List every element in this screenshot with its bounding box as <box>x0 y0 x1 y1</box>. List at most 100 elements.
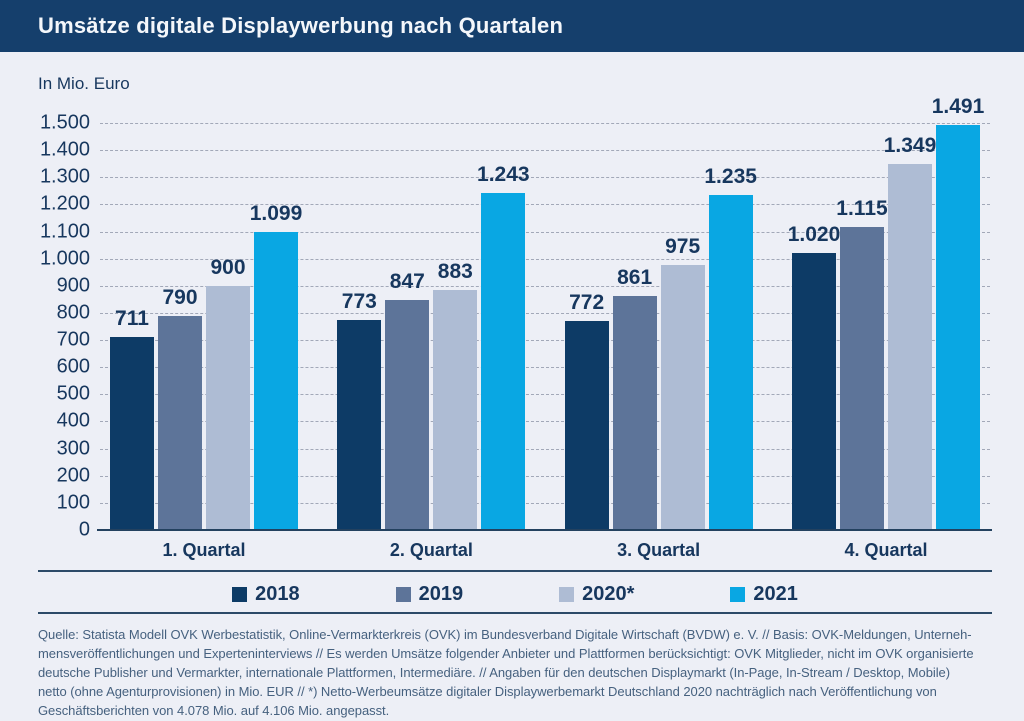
bar-group-4: 1.020 1.115 1.349 1.491 <box>788 95 984 530</box>
source-footnote-line: mensveröffentlichungen und Experteninter… <box>38 646 974 661</box>
bar-cell-2021-2. Quartal: 1.243 <box>477 123 530 530</box>
y-tick-label: 1.000 <box>39 247 90 270</box>
y-tick-label: 0 <box>78 518 90 541</box>
legend-swatch-2019 <box>395 586 411 602</box>
bar-value-label: 975 <box>665 235 701 259</box>
gridline-200 <box>100 475 990 477</box>
x-label-quartal-4: 4. Quartal <box>844 540 928 560</box>
bar-value-label: 1.349 <box>883 133 937 157</box>
legend-swatch-2021 <box>730 586 746 602</box>
bar-value-label: 1.243 <box>477 162 530 186</box>
bar-group-2: 773 847 883 1.243 <box>337 123 530 530</box>
x-label-quartal-2: 2. Quartal <box>389 540 473 560</box>
bar-value-label: 1.491 <box>931 95 985 119</box>
source-footnote-line: Geschäftsberichten von 4.078 Mio. auf 4.… <box>38 703 390 718</box>
bar-series-container: 711 790 900 1.099 773 847 883 1.243 772 861 975 1.2… <box>100 95 990 530</box>
bar-2018 <box>564 320 609 530</box>
bar-value-label: 1.020 <box>787 223 841 247</box>
y-tick-label: 100 <box>56 491 90 514</box>
y-tick-label: 300 <box>56 437 90 460</box>
source-footnote-line: deutsche Publisher und Vermarkter, inter… <box>38 665 951 680</box>
bar-value-label: 883 <box>437 260 473 284</box>
gridline-1.000 <box>100 258 990 260</box>
bar-cell-2018-2. Quartal: 773 <box>337 123 382 530</box>
legend-item-2021: 2021 <box>730 583 798 606</box>
gridline-300 <box>100 448 990 450</box>
y-tick-label: 600 <box>56 355 90 378</box>
y-tick-label: 1.300 <box>39 165 90 188</box>
bar-value-label: 861 <box>617 266 653 290</box>
gridline-900 <box>100 285 990 287</box>
legend-swatch-2020* <box>559 586 575 602</box>
bar-cell-2019-4. Quartal: 1.115 <box>836 123 888 530</box>
legend-item-2020*: 2020* <box>559 583 634 606</box>
bar-cell-2018-4. Quartal: 1.020 <box>788 123 840 530</box>
y-tick-label: 500 <box>56 382 90 405</box>
bar-cell-2020*-2. Quartal: 883 <box>433 123 478 530</box>
legend-item-2019: 2019 <box>395 582 464 606</box>
gridline-1.500 <box>100 123 990 124</box>
legend: 2018 2019 2020* 2021 <box>38 578 992 610</box>
bar-2019 <box>158 315 202 530</box>
gridline-100 <box>100 502 990 504</box>
legend-label-2020*: 2020* <box>582 582 635 605</box>
bar-group-1: 711 790 900 1.099 <box>110 123 302 530</box>
source-footnote-line: netto (ohne Agenturprovisionen) in Mio. … <box>38 684 937 699</box>
bar-value-label: 1.099 <box>249 201 303 225</box>
x-label-quartal-1: 1. Quartal <box>162 540 246 560</box>
source-footnote: Quelle: Statista Modell OVK Werbestatist… <box>38 625 1003 720</box>
gridline-1.300 <box>100 177 990 179</box>
gridline-500 <box>100 394 990 396</box>
bar-cell-2021-1. Quartal: 1.099 <box>250 123 302 530</box>
x-label-quartal-3: 3. Quartal <box>617 540 701 560</box>
y-tick-label: 400 <box>56 409 90 432</box>
bar-2021 <box>935 125 980 530</box>
y-tick-label: 700 <box>56 328 90 351</box>
bar-value-label: 772 <box>569 290 605 314</box>
bar-value-label: 711 <box>115 307 149 331</box>
bar-cell-2020*-4. Quartal: 1.349 <box>884 123 936 530</box>
bar-value-label: 847 <box>389 270 425 294</box>
gridline-1.400 <box>100 150 990 152</box>
bar-2018 <box>110 337 154 530</box>
y-tick-label: 1.400 <box>39 138 90 161</box>
source-footnote-line: Quelle: Statista Modell OVK Werbestatist… <box>38 627 972 642</box>
bar-cell-2018-3. Quartal: 772 <box>564 123 609 530</box>
bar-cell-2019-3. Quartal: 861 <box>612 123 657 530</box>
bar-2021 <box>708 194 753 530</box>
bar-2020* <box>660 265 705 530</box>
y-axis: 0 100 200 300 400 500 600 700 800 900 1.000 1.100 1.… <box>18 112 90 541</box>
bar-cell-2019-1. Quartal: 790 <box>158 123 202 530</box>
bar-group-3: 772 861 975 1.235 <box>564 123 757 530</box>
y-tick-label: 1.100 <box>39 220 90 243</box>
bar-cell-2019-2. Quartal: 847 <box>385 123 430 530</box>
bar-2021 <box>481 192 526 530</box>
gridline-700 <box>100 340 990 342</box>
legend-label-2019: 2019 <box>418 582 464 605</box>
bar-2018 <box>791 253 836 530</box>
x-axis-baseline <box>97 529 992 531</box>
gridline-600 <box>100 367 990 369</box>
y-tick-label: 200 <box>56 464 90 487</box>
y-tick-label: 1.200 <box>39 192 90 215</box>
gridline-1.200 <box>100 204 990 206</box>
unit-label: In Mio. Euro <box>38 74 130 93</box>
gridline-400 <box>100 421 990 423</box>
legend-separator-top <box>38 570 992 572</box>
bar-value-label: 773 <box>341 290 377 314</box>
x-axis-labels: 1. Quartal 2. Quartal 3. Quartal 4. Quartal <box>100 540 990 561</box>
bar-cell-2020*-3. Quartal: 975 <box>660 123 705 530</box>
y-tick-label: 1.500 <box>39 111 90 134</box>
legend-swatch-2018 <box>232 586 248 602</box>
bar-2021 <box>254 231 298 530</box>
legend-label-2018: 2018 <box>255 582 300 605</box>
header-bar: Umsätze digitale Displaywerbung nach Qua… <box>0 0 1024 52</box>
bar-value-label: 1.115 <box>836 197 888 221</box>
bar-value-label: 790 <box>162 285 198 309</box>
y-tick-label: 800 <box>56 301 90 324</box>
bar-cell-2018-1. Quartal: 711 <box>110 123 154 530</box>
bar-2020* <box>433 290 478 530</box>
bar-2018 <box>337 320 382 530</box>
bar-cell-2021-4. Quartal: 1.491 <box>932 95 984 530</box>
